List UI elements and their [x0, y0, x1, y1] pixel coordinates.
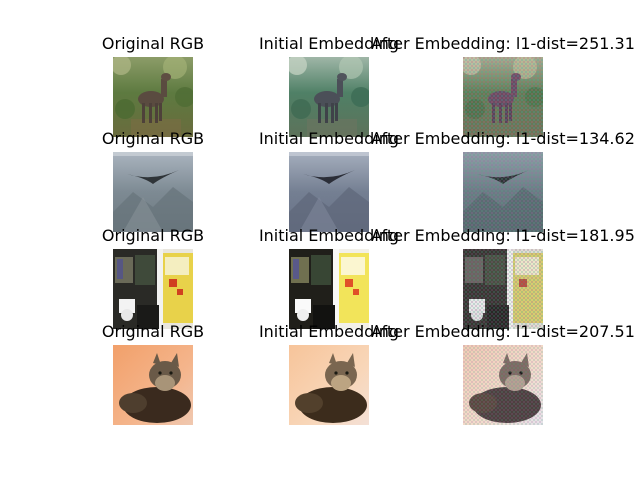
image-truck-after: [463, 249, 543, 329]
panel-title-after-row-1: After Embedding: l1-dist=251.31: [371, 34, 635, 53]
image-truck-initial: [289, 249, 369, 329]
image-deer-original: [113, 57, 193, 137]
panel-title-after-row-3: After Embedding: l1-dist=181.95: [371, 226, 635, 245]
panel-title-original-row-3: Original RGB: [101, 226, 205, 245]
image-bird-initial: [289, 152, 369, 232]
image-bird-after: [463, 152, 543, 232]
image-truck-original: [113, 249, 193, 329]
image-cat-initial: [289, 345, 369, 425]
panel-title-original-row-2: Original RGB: [101, 129, 205, 148]
image-cat-after: [463, 345, 543, 425]
image-bird-original: [113, 152, 193, 232]
panel-title-initial-row-4: Initial Embedding: [258, 322, 400, 341]
panel-title-initial-row-2: Initial Embedding: [258, 129, 400, 148]
panel-title-after-row-2: After Embedding: l1-dist=134.62: [371, 129, 635, 148]
image-cat-original: [113, 345, 193, 425]
panel-title-original-row-1: Original RGB: [101, 34, 205, 53]
panel-title-original-row-4: Original RGB: [101, 322, 205, 341]
panel-title-initial-row-3: Initial Embedding: [258, 226, 400, 245]
panel-title-after-row-4: After Embedding: l1-dist=207.51: [371, 322, 635, 341]
panel-title-initial-row-1: Initial Embedding: [258, 34, 400, 53]
image-deer-initial: [289, 57, 369, 137]
image-deer-after: [463, 57, 543, 137]
